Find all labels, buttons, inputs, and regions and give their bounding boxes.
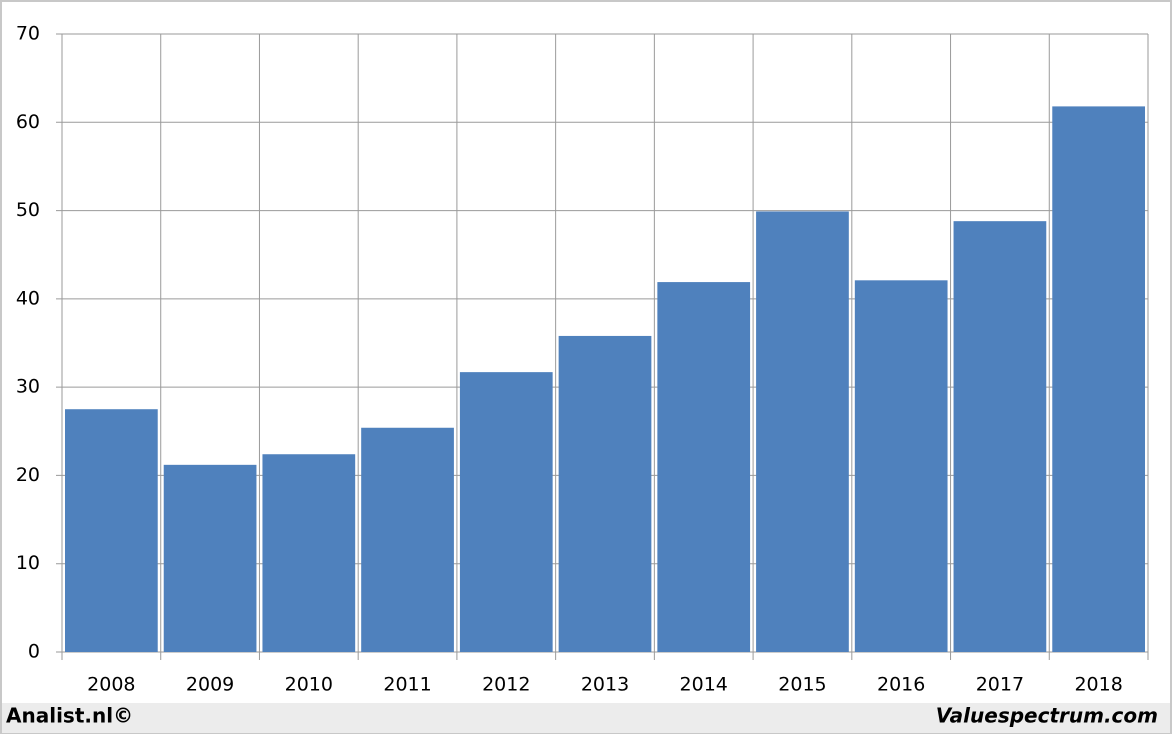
y-tick-label: 40 [16, 287, 40, 309]
bar [953, 221, 1047, 652]
footer-right: Valuespectrum.com [936, 704, 1158, 728]
bar [459, 372, 553, 652]
y-tick-label: 30 [16, 376, 40, 398]
bar [262, 454, 356, 652]
y-tick-label: 60 [16, 111, 40, 133]
y-tick-label: 0 [28, 641, 40, 663]
x-tick-label: 2014 [680, 674, 728, 696]
y-tick-label: 70 [16, 23, 40, 45]
footer-left: Analist.nl© [6, 704, 133, 728]
bar [558, 335, 652, 652]
y-tick-label: 10 [16, 552, 40, 574]
bar [65, 409, 158, 652]
bar [756, 211, 849, 652]
bar [854, 280, 948, 652]
x-tick-label: 2009 [186, 674, 234, 696]
x-tick-label: 2015 [778, 674, 826, 696]
x-tick-label: 2013 [581, 674, 629, 696]
bar [361, 427, 454, 652]
x-tick-label: 2011 [383, 674, 431, 696]
x-tick-label: 2008 [87, 674, 135, 696]
y-tick-label: 20 [16, 464, 40, 486]
x-tick-label: 2010 [285, 674, 333, 696]
footer-band [2, 703, 1170, 733]
bar [163, 464, 257, 652]
x-tick-label: 2017 [976, 674, 1024, 696]
y-tick-label: 50 [16, 199, 40, 221]
bar [657, 282, 751, 652]
x-tick-label: 2016 [877, 674, 925, 696]
bar [1052, 106, 1145, 652]
x-tick-label: 2018 [1074, 674, 1122, 696]
x-tick-label: 2012 [482, 674, 530, 696]
